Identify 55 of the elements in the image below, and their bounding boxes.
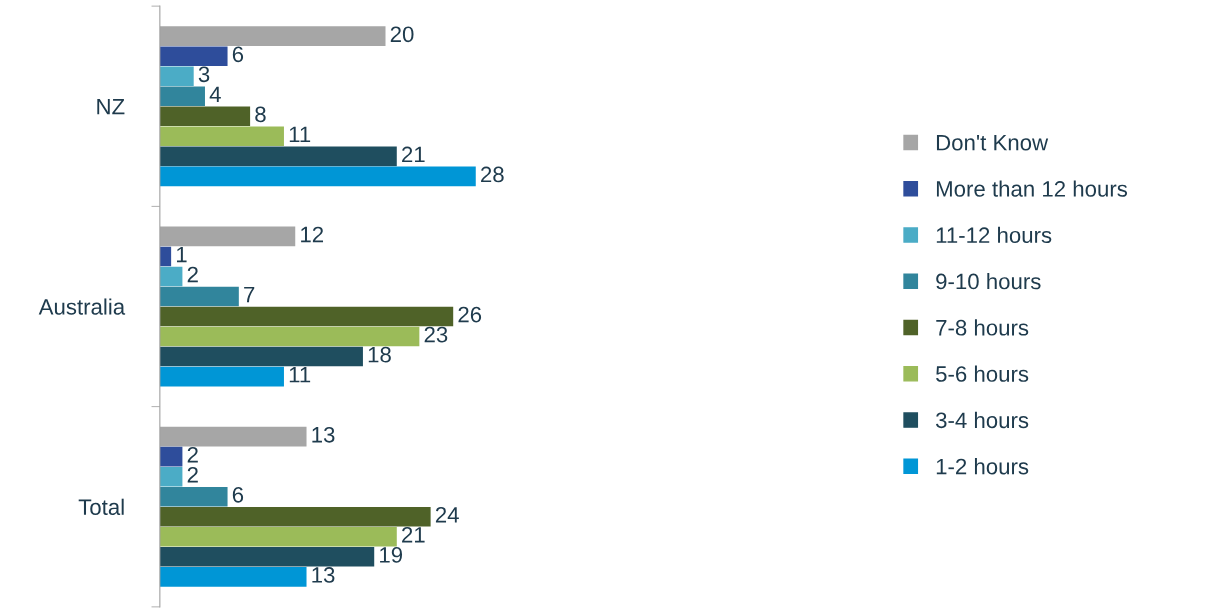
data-label: 19	[380, 547, 403, 563]
bar	[159, 567, 307, 587]
data-label: 4	[209, 86, 221, 102]
bar	[159, 286, 239, 307]
y-tick-label: Australia	[38, 298, 126, 315]
data-label: 21	[402, 527, 425, 543]
data-label: 23	[424, 326, 448, 343]
bar	[159, 486, 228, 507]
legend-label: 11-12 hours	[936, 226, 1052, 244]
data-label: 2	[187, 266, 198, 283]
bar	[159, 466, 183, 487]
bar	[159, 146, 397, 167]
bar	[159, 446, 183, 467]
data-label: 20	[390, 26, 414, 43]
bar	[159, 506, 431, 527]
data-label: 13	[312, 567, 335, 583]
legend-label: 5-6 hours	[936, 365, 1029, 382]
bar	[159, 66, 194, 87]
bar	[159, 326, 420, 347]
data-label: 2	[187, 466, 198, 483]
bar	[159, 46, 228, 66]
data-label: 6	[232, 46, 244, 63]
legend-label: 7-8 hours	[936, 319, 1029, 336]
data-label: 21	[402, 146, 425, 163]
legend-label: More than 12 hours	[936, 180, 1128, 197]
data-label: 8	[255, 106, 266, 123]
data-label: 1	[177, 246, 187, 263]
bar	[159, 526, 397, 547]
data-label: 28	[481, 166, 504, 183]
data-label: 11	[289, 367, 311, 383]
y-tick-label: NZ	[97, 99, 125, 115]
bar	[159, 106, 251, 127]
data-label: 18	[368, 346, 391, 363]
data-label: 3	[198, 66, 210, 83]
data-label: 13	[312, 426, 335, 443]
legend-label: Don't Know	[936, 135, 1049, 151]
bar	[159, 86, 205, 107]
bar	[159, 166, 476, 187]
legend-label: 9-10 hours	[936, 273, 1041, 290]
data-label: 26	[458, 306, 482, 323]
legend-label: 3-4 hours	[935, 411, 1029, 429]
bar	[159, 346, 363, 367]
data-label: 2	[187, 446, 198, 463]
bar	[159, 547, 375, 567]
data-label: 6	[232, 486, 244, 503]
bar	[159, 306, 454, 327]
legend-label: 1-2 hours	[936, 458, 1029, 475]
y-tick-label: Total	[78, 498, 124, 516]
bar	[159, 366, 284, 387]
bar	[159, 126, 284, 147]
data-label: 7	[244, 286, 255, 303]
data-label: 24	[435, 506, 459, 523]
data-label: 12	[301, 226, 324, 243]
bar	[159, 266, 183, 287]
data-label: 11	[289, 126, 311, 143]
